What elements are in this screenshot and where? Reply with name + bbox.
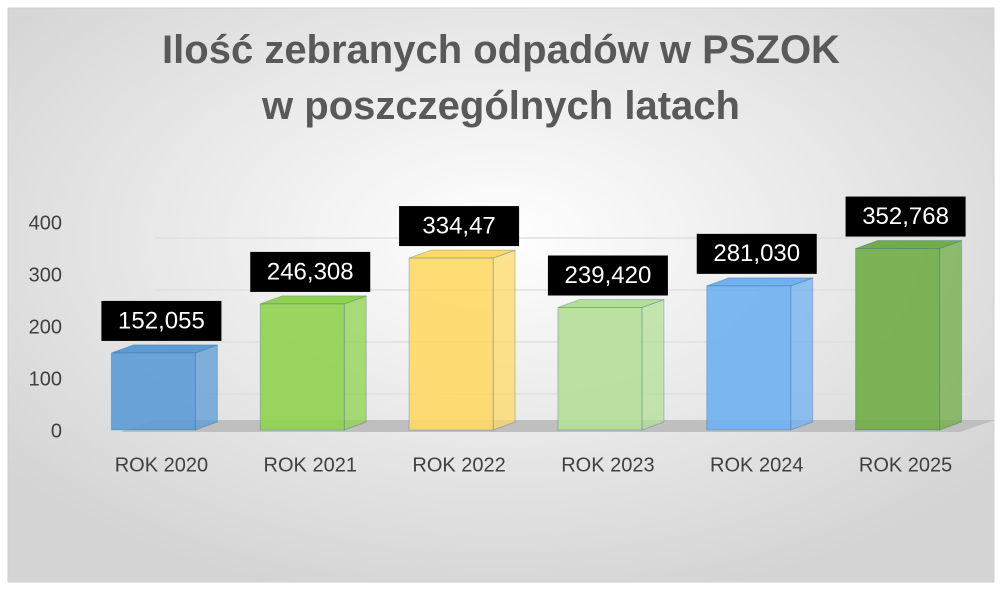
- bar-side: [194, 344, 218, 431]
- x-tick-label: ROK 2025: [859, 454, 952, 476]
- bar-side: [939, 239, 963, 431]
- data-label-box: [845, 196, 966, 237]
- bar: [855, 248, 941, 431]
- data-label: 281,030: [713, 240, 800, 267]
- data-label: 152,055: [118, 307, 205, 334]
- y-tick-label: 200: [29, 316, 62, 338]
- y-tick-label: 100: [29, 368, 62, 390]
- y-tick-label: 300: [29, 264, 62, 286]
- bar: [408, 257, 494, 431]
- data-label-box: [101, 300, 222, 341]
- chart-title: Ilość zebranych odpadów w PSZOK w poszcz…: [162, 28, 840, 128]
- bar: [110, 352, 196, 431]
- bar-side: [641, 298, 665, 431]
- data-label-box: [547, 255, 668, 296]
- y-tick-label: 400: [29, 212, 62, 234]
- bar-side: [492, 249, 516, 431]
- data-label: 352,768: [862, 203, 949, 230]
- bar: [259, 303, 345, 431]
- y-tick-label: 0: [51, 420, 62, 442]
- x-tick-label: ROK 2023: [561, 454, 654, 476]
- bar: [557, 307, 643, 431]
- data-label-box: [399, 206, 520, 247]
- x-tick-label: ROK 2024: [710, 454, 803, 476]
- data-label: 239,420: [565, 262, 652, 289]
- x-tick-label: ROK 2021: [264, 454, 357, 476]
- bar-side: [343, 295, 367, 431]
- data-label: 334,47: [422, 212, 495, 239]
- x-tick-label: ROK 2020: [115, 454, 208, 476]
- data-label-box: [696, 233, 817, 274]
- data-label-box: [250, 251, 371, 292]
- data-label: 246,308: [267, 258, 354, 285]
- x-tick-label: ROK 2022: [412, 454, 505, 476]
- bar-side: [790, 277, 814, 431]
- bar: [706, 285, 792, 431]
